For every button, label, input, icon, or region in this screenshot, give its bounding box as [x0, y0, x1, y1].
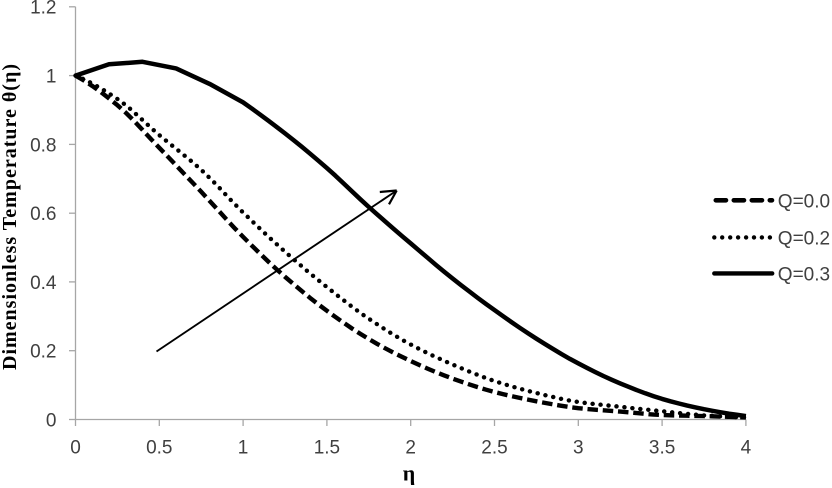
svg-text:4: 4	[741, 438, 752, 459]
svg-text:1.5: 1.5	[314, 438, 340, 459]
svg-text:2.5: 2.5	[481, 438, 507, 459]
svg-text:Q=0.0: Q=0.0	[778, 191, 830, 212]
svg-text:1: 1	[238, 438, 249, 459]
svg-text:3.5: 3.5	[649, 438, 675, 459]
svg-text:0.2: 0.2	[30, 342, 56, 363]
svg-text:0.8: 0.8	[30, 135, 56, 156]
svg-text:Q=0.3: Q=0.3	[778, 264, 830, 285]
svg-text:0.4: 0.4	[30, 273, 57, 294]
svg-text:3: 3	[573, 438, 584, 459]
svg-text:2: 2	[405, 438, 416, 459]
svg-text:0.5: 0.5	[146, 438, 172, 459]
svg-text:Q=0.2: Q=0.2	[778, 228, 830, 249]
svg-text:1.2: 1.2	[30, 0, 56, 19]
svg-text:Dimensionless Temperature θ(η): Dimensionless Temperature θ(η)	[0, 63, 21, 370]
svg-text:0: 0	[46, 410, 57, 431]
svg-text:0: 0	[70, 438, 81, 459]
svg-text:0.6: 0.6	[30, 204, 56, 225]
svg-text:η: η	[403, 461, 416, 486]
svg-text:1: 1	[46, 67, 57, 88]
